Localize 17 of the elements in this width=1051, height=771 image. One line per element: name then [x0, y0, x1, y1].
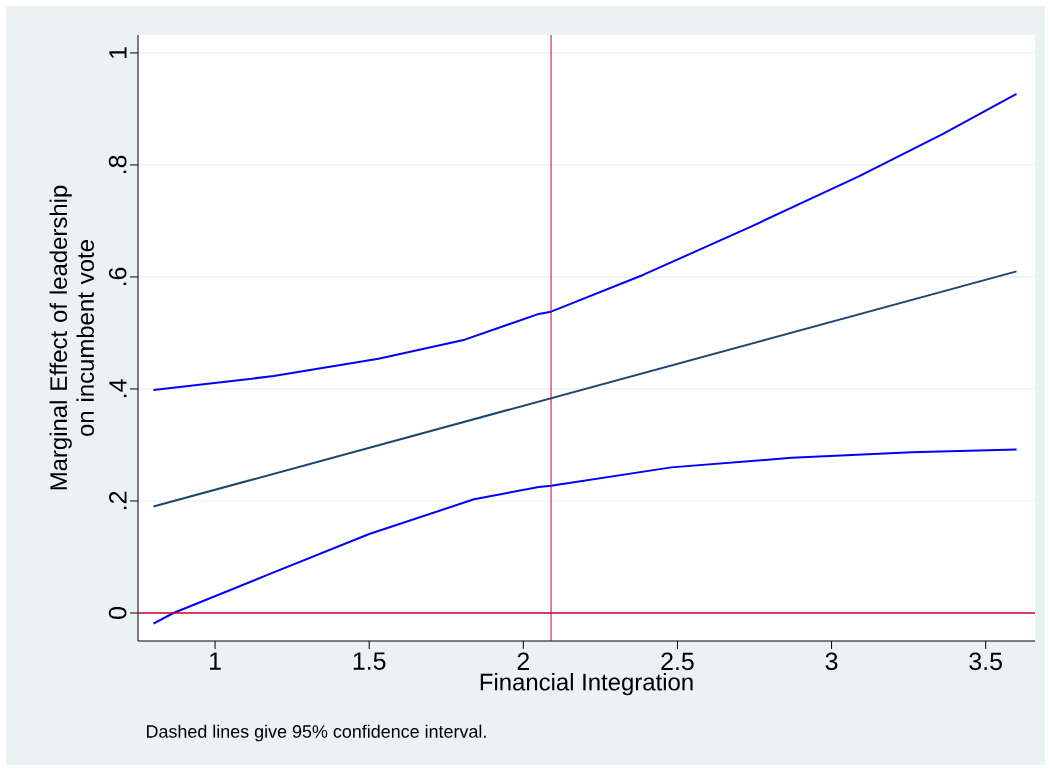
- text: Dashed lines give 95% confidence interval.: [146, 724, 486, 742]
- y-tick-label: .8: [108, 155, 127, 174]
- y-tick-label: 1: [109, 47, 127, 58]
- x-tick-label: 1.5: [353, 652, 386, 670]
- x-tick-label: 2: [517, 652, 529, 670]
- y-tick-label: .6: [108, 267, 127, 286]
- line-series: [152, 448, 1018, 625]
- y-tick-label: .2: [109, 491, 127, 510]
- y-tick-label: .4: [109, 379, 127, 398]
- x-axis-title: Financial Integration: [480, 672, 693, 696]
- x-tick-label: 2.5: [661, 652, 694, 671]
- x-tick-label: 1: [210, 652, 221, 670]
- y-tick-label: 0: [108, 607, 127, 619]
- y-axis-title: Marginal Effect of leadership on incumbent vote: [49, 185, 95, 490]
- x-tick-label: 3: [825, 652, 838, 671]
- line-series: [152, 92, 1018, 392]
- x-tick-label: 3.5: [969, 652, 1002, 671]
